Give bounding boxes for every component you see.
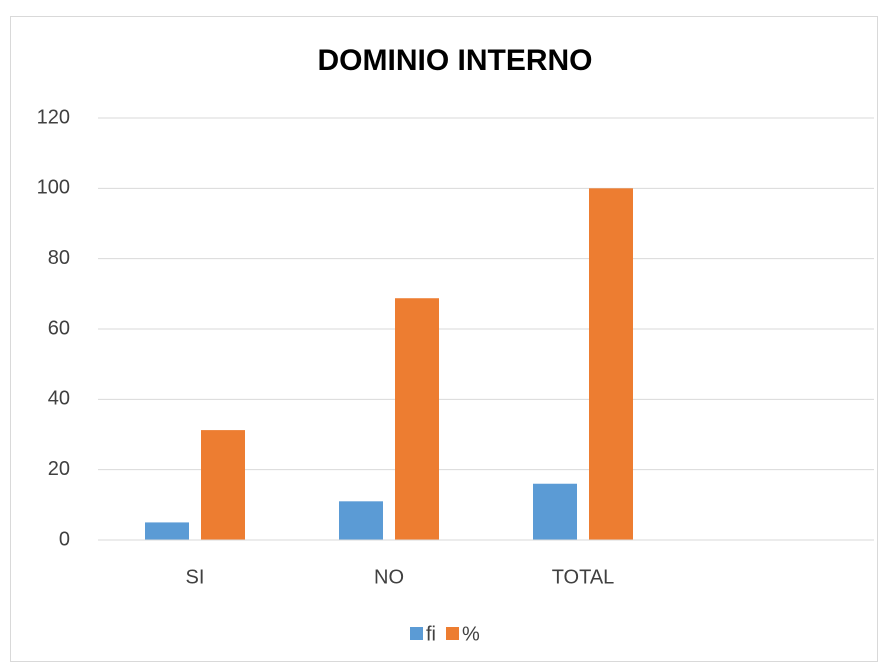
bar [201, 430, 245, 540]
bar [339, 501, 383, 540]
chart-border [10, 16, 878, 662]
legend-swatch [446, 627, 459, 640]
bar [589, 188, 633, 541]
y-tick-label: 120 [37, 106, 70, 128]
y-tick-label: 0 [59, 528, 70, 550]
x-tick-label: TOTAL [552, 566, 615, 588]
y-tick-label: 60 [48, 317, 70, 339]
x-tick-label: NO [374, 566, 404, 588]
y-tick-label: 40 [48, 388, 70, 410]
y-tick-label: 100 [37, 177, 70, 199]
bar [533, 483, 577, 540]
legend-label: fi [426, 623, 436, 645]
legend-swatch [410, 627, 423, 640]
y-tick-label: 80 [48, 247, 70, 269]
legend-label: % [462, 623, 480, 645]
y-tick-label: 20 [48, 458, 70, 480]
bar [145, 522, 189, 540]
x-tick-label: SI [186, 566, 205, 588]
bar [395, 298, 439, 540]
chart-title: DOMINIO INTERNO [318, 44, 593, 77]
